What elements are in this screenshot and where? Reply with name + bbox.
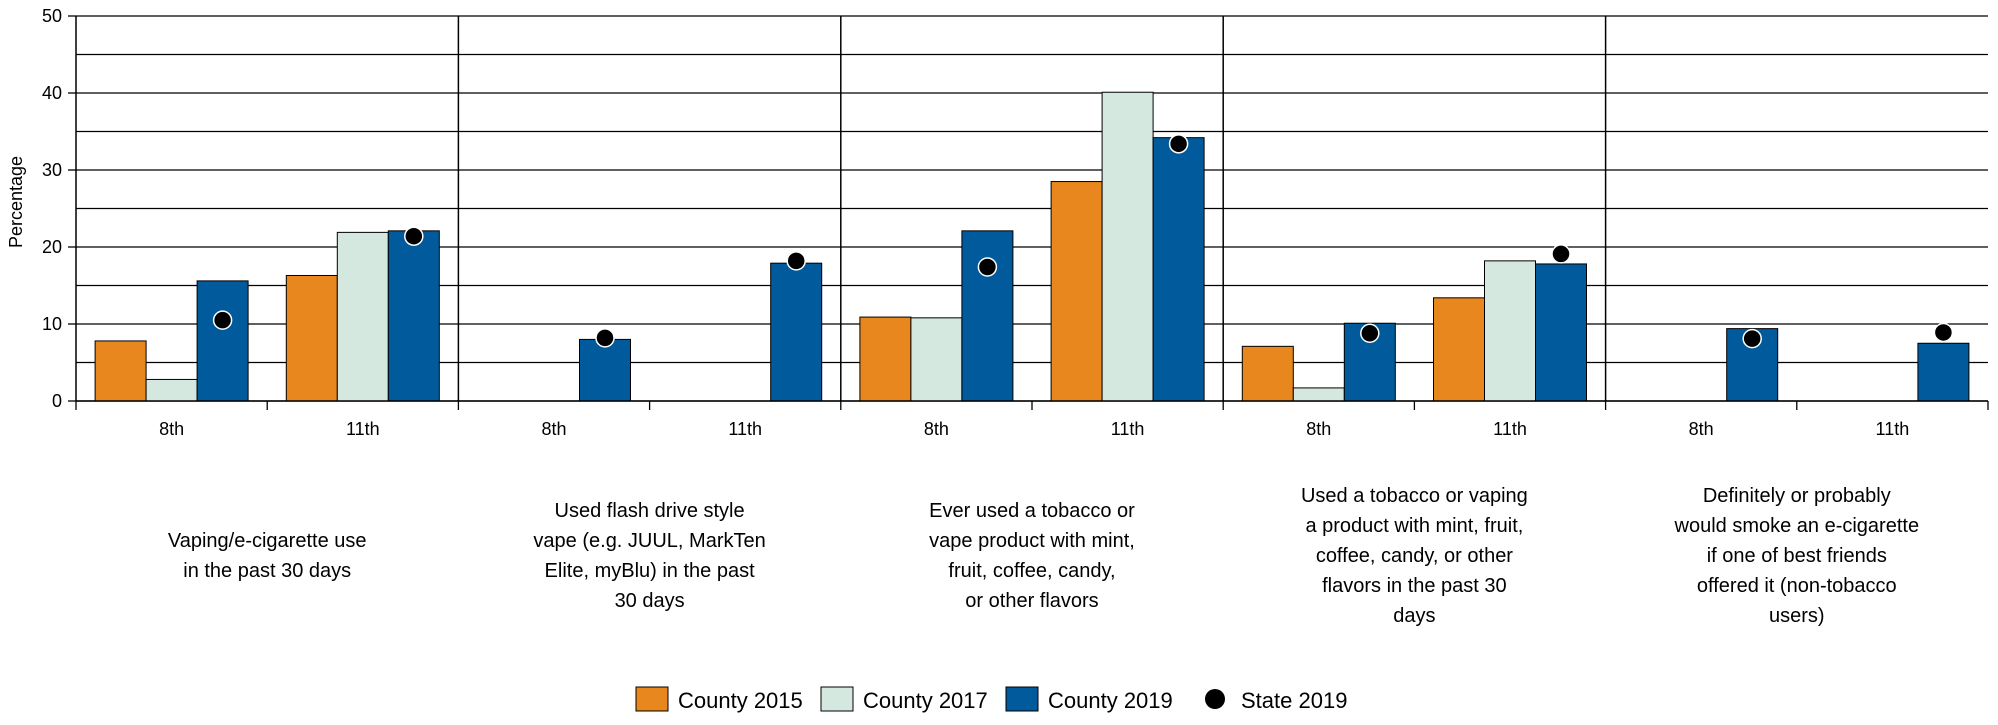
y-tick-label: 40 [42, 83, 62, 103]
group-label-line: 30 days [615, 590, 685, 612]
legend-swatch-county2019 [1005, 686, 1039, 712]
group-label-line: or other flavors [965, 590, 1098, 612]
x-tick-label: 11th [1493, 419, 1527, 439]
group-label-line: Used a tobacco or vaping [1301, 485, 1528, 507]
bar-county2015 [94, 340, 147, 402]
bar-county2015 [1241, 345, 1294, 402]
x-tick-label: 11th [728, 419, 762, 439]
marker-state2019 [1742, 328, 1762, 349]
group-label-line: flavors in the past 30 [1322, 575, 1507, 597]
x-tick-label: 11th [1111, 419, 1145, 439]
bar-county2019 [1152, 137, 1205, 402]
x-tick-label: 8th [159, 419, 184, 439]
bar-county2017 [336, 231, 389, 402]
axes [68, 15, 1989, 410]
group-label-line: users) [1769, 605, 1825, 627]
y-tick-label: 10 [42, 314, 62, 334]
x-tick-label: 8th [1306, 419, 1331, 439]
bar-county2019 [196, 280, 249, 402]
y-tick-label: 30 [42, 160, 62, 180]
marker-state2019 [595, 328, 615, 348]
marker-state2019 [1360, 323, 1380, 343]
group-label-line: if one of best friends [1707, 545, 1887, 567]
bar-county2015 [1433, 297, 1485, 402]
group-label-line: coffee, candy, or other [1316, 545, 1513, 567]
marker-state2019 [1933, 322, 1954, 343]
legend-label-county2019: County 2019 [1048, 688, 1173, 713]
x-tick-label: 8th [541, 419, 566, 439]
legend-marker-state2019 [1205, 689, 1225, 709]
group-label: Ever used a tobacco or vape product with … [929, 500, 1135, 612]
group-label-line: days [1393, 605, 1435, 627]
group-label-line: would smoke an e-cigarette [1674, 515, 1920, 537]
legend-swatch-county2015 [635, 686, 669, 712]
bar-county2019 [1917, 342, 1970, 402]
y-tick-label: 50 [42, 6, 62, 26]
axis-labels: 0 10 20 30 40 50 8th 11th Vaping/e-cigarette use… [42, 6, 1919, 627]
group-label-line: in the past 30 days [183, 560, 351, 582]
group-label-line: Definitely or probably [1703, 485, 1891, 507]
marker-state2019 [1551, 244, 1571, 264]
marker-state2019 [212, 310, 233, 330]
bar-county2015 [1050, 181, 1103, 402]
marker-state2019 [786, 251, 806, 271]
x-tick-label: 8th [1689, 419, 1714, 439]
legend-label-state2019: State 2019 [1241, 688, 1347, 713]
bar-county2017 [1484, 260, 1536, 402]
y-tick-label: 20 [42, 237, 62, 257]
group-label: Vaping/e-cigarette use in the past 30 day… [168, 530, 367, 582]
group-label-line: offered it (non-tobacco [1697, 575, 1897, 597]
legend-label-county2015: County 2015 [678, 688, 803, 713]
group-label-line: a product with mint, fruit, [1305, 515, 1523, 537]
y-axis-label: Percentage [6, 156, 26, 248]
y-tick-label: 0 [52, 391, 62, 411]
bar-county2019 [961, 230, 1014, 402]
x-tick-label: 11th [1876, 419, 1910, 439]
marker-state2019 [977, 257, 998, 277]
x-tick-label: 8th [924, 419, 949, 439]
bar-county2017 [145, 378, 198, 402]
x-tick-label: 11th [346, 419, 380, 439]
group-label: Used a tobacco or vaping a product with m… [1301, 485, 1528, 627]
group-label: Definitely or probably would smoke an e-c… [1674, 485, 1920, 627]
group-label: Used flash drive style vape (e.g. JUUL, M… [533, 500, 765, 612]
bars [94, 91, 1970, 402]
bar-county2019 [1535, 263, 1587, 402]
bar-county2017 [1101, 91, 1154, 402]
bar-county2019 [387, 230, 440, 402]
legend-label-county2017: County 2017 [863, 688, 988, 713]
group-label-line: Vaping/e-cigarette use [168, 530, 367, 552]
group-label-line: Elite, myBlu) in the past [545, 560, 756, 582]
bar-county2019 [579, 338, 631, 402]
bar-county2017 [1292, 387, 1345, 402]
group-label-line: vape product with mint, [929, 530, 1135, 552]
bar-county2017 [910, 317, 963, 402]
group-label-line: fruit, coffee, candy, [948, 560, 1115, 582]
marker-state2019 [1168, 134, 1189, 154]
state-markers [212, 134, 1954, 349]
marker-state2019 [404, 226, 424, 246]
bar-county2019 [770, 262, 823, 402]
group-label-line: vape (e.g. JUUL, MarkTen [533, 530, 765, 552]
bar-county2015 [859, 316, 912, 402]
legend-swatch-county2017 [820, 686, 854, 712]
bar-county2015 [285, 274, 338, 402]
group-label-line: Used flash drive style [555, 500, 745, 522]
group-label-line: Ever used a tobacco or [929, 500, 1135, 522]
legend: County 2015 County 2017 County 2019 State 2… [635, 686, 1347, 713]
